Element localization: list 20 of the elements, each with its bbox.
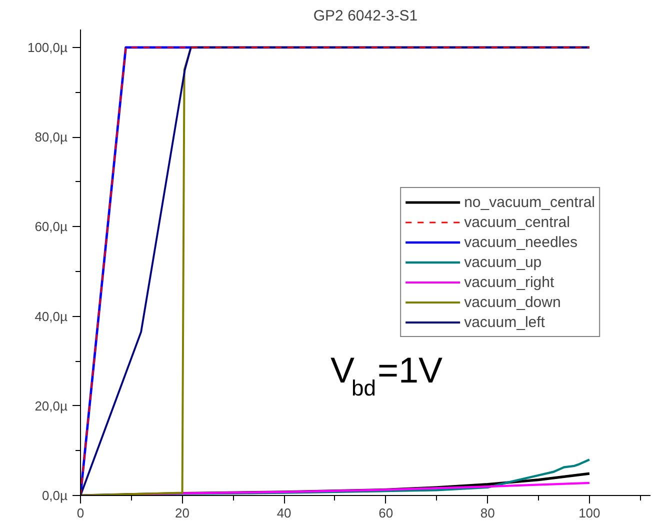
legend-label: vacuum_right: [464, 274, 554, 290]
x-tick-label: 80: [480, 506, 495, 520]
y-tick-label: 40,0µ: [34, 308, 68, 324]
legend-label: vacuum_left: [464, 314, 545, 330]
legend-label: vacuum_up: [464, 254, 542, 270]
y-tick-label: 80,0µ: [34, 130, 68, 145]
chart-title: GP2 6042-3-S1: [313, 8, 418, 24]
x-tick-label: 100: [578, 506, 600, 520]
x-tick-label: 0: [76, 506, 84, 520]
x-tick-label: 20: [175, 506, 190, 520]
y-tick-label: 20,0µ: [34, 398, 68, 414]
legend-label: vacuum_needles: [464, 234, 578, 250]
x-tick-label: 60: [378, 506, 394, 520]
x-tick-label: 40: [276, 506, 292, 520]
legend-label: vacuum_down: [464, 294, 561, 310]
y-tick-label: 100,0µ: [27, 40, 68, 55]
y-tick-label: 0,0µ: [42, 488, 68, 503]
legend-label: vacuum_central: [464, 214, 570, 230]
legend-label: no_vacuum_central: [464, 194, 595, 210]
y-tick-label: 60,0µ: [34, 219, 68, 234]
